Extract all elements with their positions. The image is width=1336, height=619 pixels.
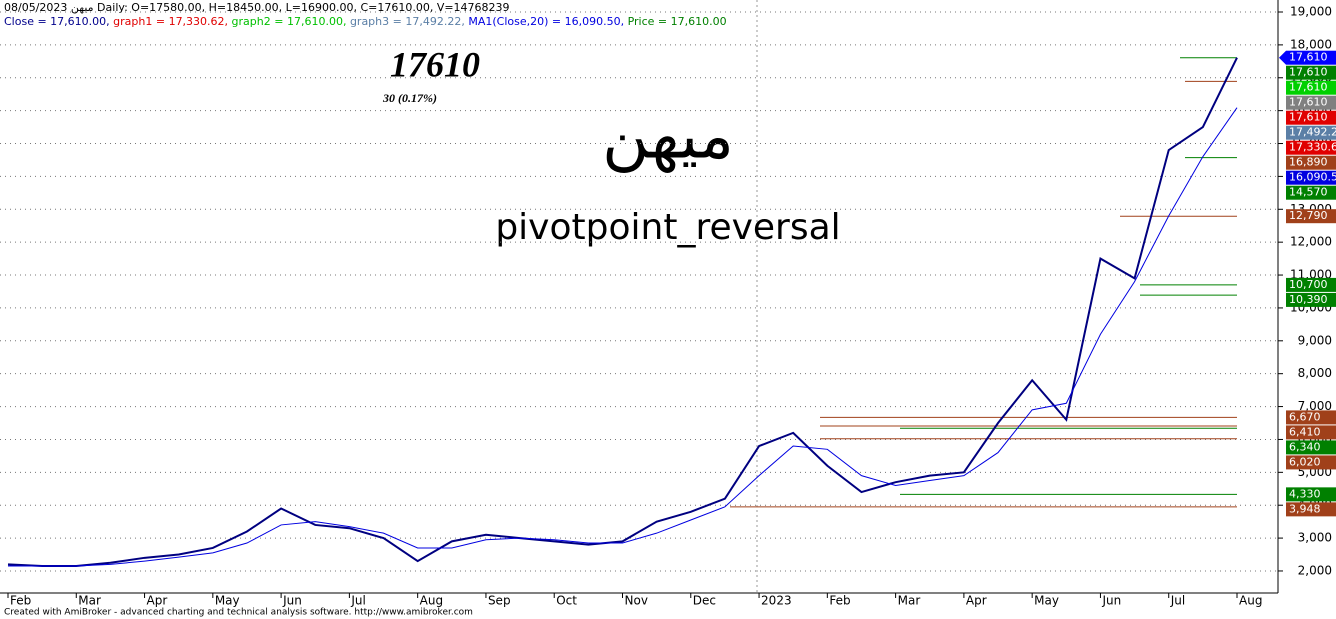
x-tick-label: May [1034,594,1059,608]
y-tick-label: 12,000 [1290,235,1332,249]
value-label-bg [1286,209,1336,224]
x-tick-label: Mar [898,594,921,608]
x-tick-label: Jun [1101,594,1121,608]
value-label-bg [1286,155,1336,170]
value-label-bg [1286,110,1336,125]
value-label: 6,670 [1289,410,1321,423]
header-segment: graph2 = 17,610.00, [232,15,350,28]
value-label: 3,948 [1289,502,1321,515]
value-label: 6,020 [1289,455,1321,468]
x-tick-label: May [215,594,240,608]
value-label: 10,700 [1289,278,1328,291]
y-tick-label: 2,000 [1298,563,1332,577]
value-label-bg [1286,292,1336,307]
x-tick-label: Sep [488,594,511,608]
value-label-bg [1286,125,1336,140]
value-label: 17,610 [1289,111,1328,124]
x-tick-label: Aug [1239,594,1262,608]
value-label: 16,890 [1289,156,1328,169]
x-tick-label: Mar [78,594,101,608]
value-label-bg [1286,185,1336,200]
series-line [7,57,1238,568]
header-segment: graph1 = 17,330.62, [113,15,231,28]
subtitle: pivotpoint_reversal [495,207,840,248]
footer: Created with AmiBroker - advanced charti… [4,608,473,618]
value-label-bg [1286,440,1336,455]
price-pointer [1279,50,1286,65]
value-label: 17,492.2 [1289,126,1336,139]
y-tick-label: 19,000 [1290,5,1332,19]
value-label: 6,340 [1289,440,1321,453]
header-segment: graph3 = 17,492.22, [350,15,468,28]
change: 30 (0.17%) [382,91,437,105]
x-tick-label: Apr [147,594,168,608]
value-label: 14,570 [1289,186,1328,199]
x-tick-label: Apr [966,594,987,608]
header-segment: Price = 17,610.00 [628,15,727,28]
value-label: 6,410 [1289,425,1321,438]
value-label: 4,330 [1289,487,1321,500]
value-label-bg [1286,425,1336,440]
big-price: 17610 [390,44,480,84]
header-values: Close = 17,610.00, graph1 = 17,330.62, g… [4,15,727,28]
header: میهن 08/05/2023 Daily: O=17580.00, H=184… [4,1,510,14]
value-label-bg [1286,487,1336,502]
value-label: 17,610 [1289,81,1328,94]
value-label: 17,330.6 [1289,141,1336,154]
y-tick-label: 8,000 [1298,366,1332,380]
x-tick-label: Jul [1170,594,1185,608]
x-tick-label: Oct [556,594,577,608]
value-label-bg [1286,95,1336,110]
x-tick-label: Feb [829,594,850,608]
value-label: 12,790 [1289,209,1328,222]
value-label: 10,390 [1289,293,1328,306]
value-label-bg [1286,140,1336,155]
y-tick-label: 3,000 [1298,531,1332,545]
value-label-bg [1286,410,1336,425]
y-tick-label: 7,000 [1298,399,1332,413]
value-label-bg [1286,65,1336,80]
x-tick-label: Dec [693,594,716,608]
value-label-bg [1286,277,1336,292]
x-tick-label: Feb [10,594,31,608]
x-tick-label: Nov [625,594,648,608]
symbol: میهن [602,100,734,174]
series-line [8,107,1238,567]
x-tick-label: Jun [282,594,302,608]
value-label-bg [1286,455,1336,470]
x-tick-label: Jul [350,594,365,608]
header-segment: Close = 17,610.00, [4,15,113,28]
x-tick-label: Aug [420,594,443,608]
value-label: 17,610 [1289,51,1328,64]
value-label-bg [1286,502,1336,517]
y-tick-label: 9,000 [1298,333,1332,347]
value-label: 16,090.5 [1289,171,1336,184]
value-label: 17,610 [1289,96,1328,109]
value-label-bg [1286,50,1336,65]
header-segment: MA1(Close,20) = 16,090.50, [468,15,627,28]
value-label-bg [1286,170,1336,185]
x-tick-label: 2023 [761,594,792,608]
value-label: 17,610 [1289,66,1328,79]
value-label-bg [1286,80,1336,95]
y-tick-label: 18,000 [1290,37,1332,51]
